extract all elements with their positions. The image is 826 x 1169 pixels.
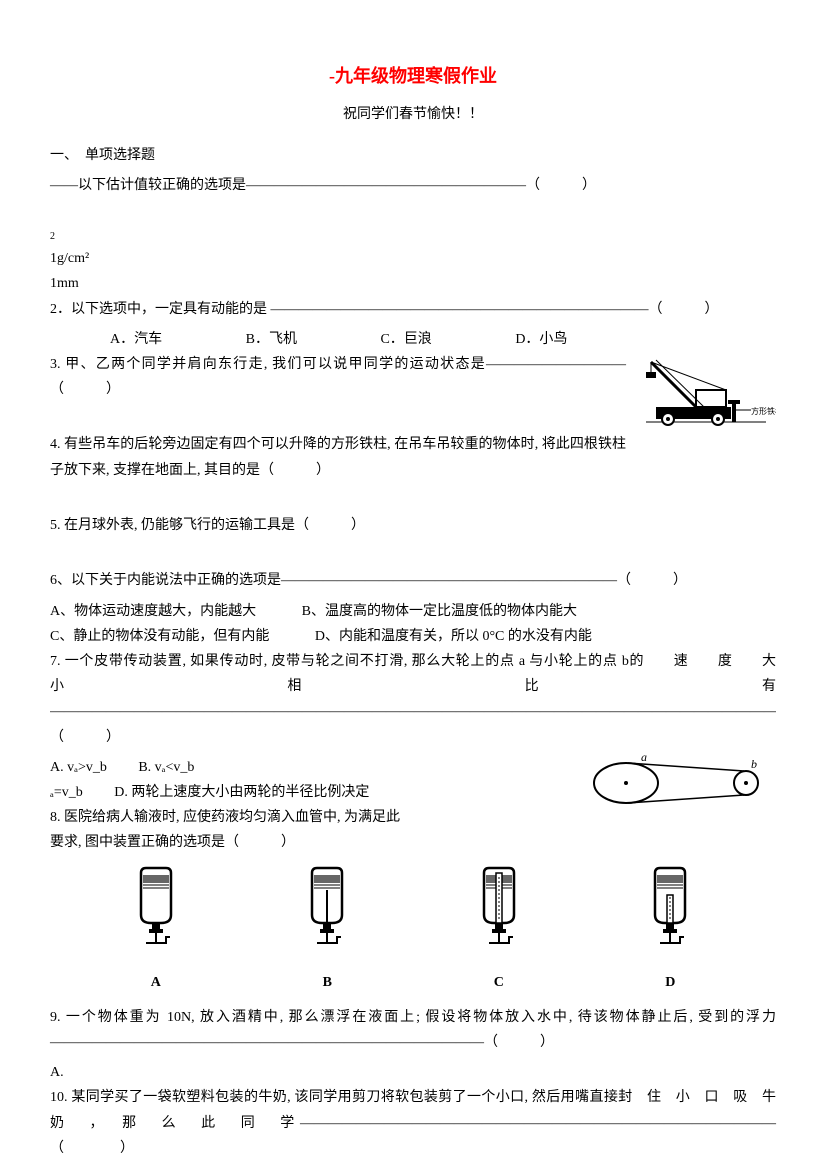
- svg-text:b: b: [751, 757, 757, 771]
- bottle-label-c: C: [469, 970, 529, 995]
- question-6: 6、以下关于内能说法中正确的选项是———————————————————————…: [50, 568, 776, 593]
- q2-options: A．汽车 B．飞机 C．巨浪 D．小鸟: [50, 327, 776, 352]
- q1-sub1: 2: [50, 228, 776, 246]
- crane-label: 方形铁柱: [751, 406, 776, 416]
- q2-opt-b: B．飞机: [246, 327, 297, 352]
- svg-text:a: a: [641, 755, 647, 764]
- crane-diagram: 方形铁柱: [636, 352, 776, 441]
- question-2: 2．以下选项中，一定具有动能的是 ———————————————————————…: [50, 297, 776, 322]
- bottle-label-b: B: [297, 970, 357, 995]
- q6-opt-c: C、静止的物体没有动能，但有内能: [50, 629, 269, 644]
- q6-opt-a: A、物体运动速度越大，内能越大: [50, 604, 256, 619]
- question-10: 10. 某同学买了一袋软塑料包装的牛奶, 该同学用剪刀将软包装剪了一个小口, 然…: [50, 1085, 776, 1161]
- q2-opt-d: D．小鸟: [515, 327, 567, 352]
- q1-sub2: 1g/cm²: [50, 246, 776, 271]
- bottle-c: C: [469, 865, 529, 994]
- q6-options-row1: A、物体运动速度越大，内能越大 B、温度高的物体一定比温度低的物体内能大: [50, 599, 776, 624]
- bottle-d: D: [640, 865, 700, 994]
- bottle-b: B: [297, 865, 357, 994]
- q7-opt-b: B. vₐ<v_b: [138, 760, 194, 775]
- question-8-part2: 要求, 图中装置正确的选项是（ ）: [50, 830, 776, 855]
- bottle-label-a: A: [126, 970, 186, 995]
- q7-opt-c: ₐ=v_b: [50, 785, 83, 800]
- q7-opt-d: D. 两轮上速度大小由两轮的半径比例决定: [114, 785, 369, 800]
- q6-options-row2: C、静止的物体没有动能，但有内能 D、内能和温度有关，所以 0°C 的水没有内能: [50, 624, 776, 649]
- q6-opt-b: B、温度高的物体一定比温度低的物体内能大: [302, 604, 577, 619]
- question-9: 9. 一个物体重为 10N, 放入酒精中, 那么漂浮在液面上; 假设将物体放入水…: [50, 1005, 776, 1055]
- belt-diagram: a b: [586, 755, 776, 814]
- q6-opt-d: D、内能和温度有关，所以 0°C 的水没有内能: [315, 629, 592, 644]
- q9-sub: A.: [50, 1060, 776, 1085]
- q2-opt-a: A．汽车: [110, 327, 162, 352]
- question-5: 5. 在月球外表, 仍能够飞行的运输工具是（ ）: [50, 513, 776, 538]
- page-subtitle: 祝同学们春节愉快！！: [50, 102, 776, 127]
- q1-sub3: 1mm: [50, 271, 776, 296]
- bottles-diagram: A B C: [50, 865, 776, 994]
- bottle-label-d: D: [640, 970, 700, 995]
- question-7: 7. 一个皮带传动装置, 如果传动时, 皮带与轮之间不打滑, 那么大轮上的点 a…: [50, 649, 776, 750]
- question-1: ——以下估计值较正确的选项是————————————————————（ ）: [50, 173, 776, 198]
- bottle-a: A: [126, 865, 186, 994]
- section-header: 一、 单项选择题: [50, 143, 776, 168]
- q7-opt-a: A. vₐ>v_b: [50, 760, 107, 775]
- page-title: -九年级物理寒假作业: [50, 60, 776, 92]
- q2-opt-c: C．巨浪: [380, 327, 431, 352]
